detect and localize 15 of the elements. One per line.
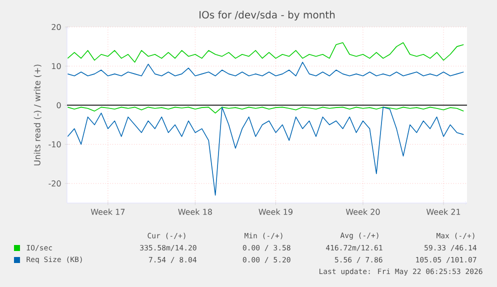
x-tick-label: Week 17 — [90, 208, 125, 215]
y-tick-label: 20 — [52, 24, 61, 30]
line-series — [67, 62, 464, 76]
y-tick-label: 10 — [52, 63, 61, 70]
chart-title: IOs for /dev/sda - by month — [200, 10, 335, 20]
y-tick-label: -20 — [48, 180, 61, 186]
x-tick-label: Week 21 — [426, 208, 460, 215]
line-series — [67, 42, 464, 63]
y-tick-label: -10 — [48, 141, 61, 148]
line-series — [67, 106, 464, 196]
x-tick-label: Week 19 — [258, 208, 292, 215]
x-tick-label: Week 20 — [346, 208, 380, 215]
y-tick-label: 0 — [56, 102, 61, 108]
y-axis-title: Units read (-) / write (+) — [34, 64, 42, 166]
x-tick-label: Week 18 — [178, 208, 212, 215]
